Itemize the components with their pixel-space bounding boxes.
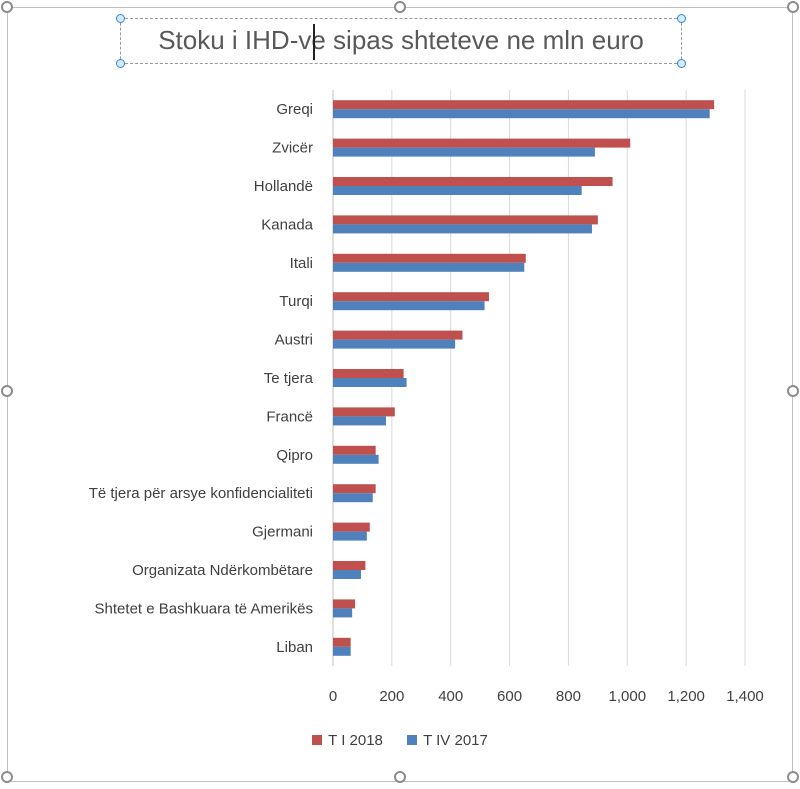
bar <box>333 484 376 494</box>
chart-title[interactable]: Stoku i IHD-ve sipas shteteve ne mln eur… <box>158 25 644 55</box>
category-label: Liban <box>276 639 313 656</box>
chart-title-box[interactable]: Stoku i IHD-ve sipas shteteve ne mln eur… <box>116 14 686 68</box>
category-label: Austri <box>275 332 313 349</box>
category-label: Hollandë <box>254 178 313 195</box>
x-tick-label: 1,400 <box>726 688 764 705</box>
category-label: Organizata Ndërkombëtare <box>132 562 313 579</box>
legend-item-t-i-2018[interactable]: T I 2018 <box>312 732 383 749</box>
title-handle-bottom-left[interactable] <box>116 59 125 68</box>
legend-label-2: T IV 2017 <box>423 732 488 749</box>
x-tick-label: 0 <box>329 688 337 705</box>
category-label: Kanada <box>261 216 313 233</box>
bar <box>333 147 595 157</box>
resize-handle-top-left[interactable] <box>1 1 13 13</box>
bar <box>333 330 463 340</box>
resize-handle-top[interactable] <box>394 1 406 13</box>
category-label: Gjermani <box>252 524 313 541</box>
x-tick-label: 600 <box>497 688 522 705</box>
bar <box>333 599 356 609</box>
bar <box>333 570 361 579</box>
bar <box>333 301 485 311</box>
bar <box>333 454 379 464</box>
title-handle-top-right[interactable] <box>677 14 686 23</box>
bar <box>333 378 407 387</box>
legend-swatch-blue <box>407 735 418 745</box>
legend-item-t-iv-2017[interactable]: T IV 2017 <box>407 732 488 749</box>
bar <box>333 109 710 119</box>
chart-area[interactable] <box>7 7 793 782</box>
legend-label-1: T I 2018 <box>328 732 383 749</box>
category-label: Greqi <box>276 101 313 118</box>
category-label: Zvicër <box>272 140 313 157</box>
bar <box>333 138 631 148</box>
bar <box>333 186 582 195</box>
bar <box>333 253 526 263</box>
x-tick-label: 1,200 <box>667 688 705 705</box>
bar <box>333 100 715 110</box>
x-tick-label: 400 <box>438 688 463 705</box>
resize-handle-bottom-left[interactable] <box>1 771 13 783</box>
x-tick-label: 800 <box>556 688 581 705</box>
resize-handle-bottom-right[interactable] <box>787 771 799 783</box>
bar <box>333 369 404 378</box>
title-handle-top-left[interactable] <box>116 14 125 23</box>
bar <box>333 522 370 532</box>
resize-handle-left[interactable] <box>1 385 13 397</box>
category-label: Itali <box>290 255 313 272</box>
category-label: Turqi <box>279 293 313 310</box>
x-tick-label: 1,000 <box>609 688 647 705</box>
resize-handle-right[interactable] <box>787 385 799 397</box>
category-label: Shtetet e Bashkuara të Amerikës <box>95 600 313 617</box>
bar <box>333 561 366 570</box>
category-label: Te tjera <box>264 370 314 387</box>
resize-handle-bottom[interactable] <box>394 771 406 783</box>
bar <box>333 637 351 647</box>
bar <box>333 224 592 234</box>
bar <box>333 493 373 503</box>
bar <box>333 177 613 186</box>
bar <box>333 215 598 225</box>
bar <box>333 416 386 426</box>
category-label: Qipro <box>276 447 313 464</box>
bar <box>333 445 376 455</box>
text-cursor <box>313 24 315 60</box>
bar <box>333 407 395 417</box>
legend-swatch-red <box>312 735 323 745</box>
bar <box>333 292 489 302</box>
bar <box>333 646 351 656</box>
category-label: Francë <box>266 408 313 425</box>
resize-handle-top-right[interactable] <box>787 1 799 13</box>
bar <box>333 531 367 541</box>
bar <box>333 339 456 349</box>
bar <box>333 608 353 618</box>
category-label: Të tjera për arsye konfidencialiteti <box>89 485 313 502</box>
legend[interactable]: T I 2018 T IV 2017 <box>0 732 800 749</box>
title-handle-bottom-right[interactable] <box>677 59 686 68</box>
bar <box>333 262 525 272</box>
x-tick-label: 200 <box>379 688 404 705</box>
